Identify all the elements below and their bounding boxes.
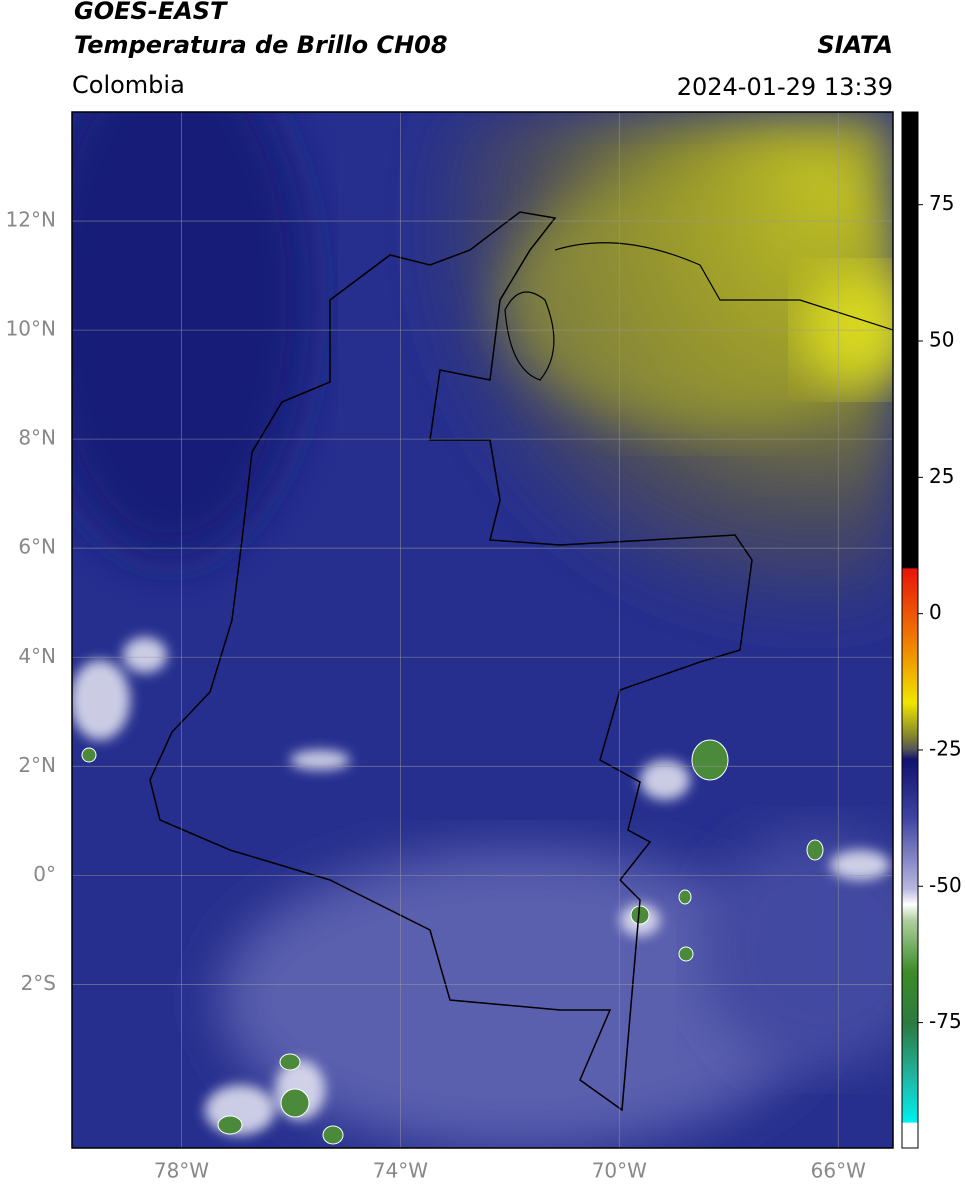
datetime: 2024-01-29 13:39 xyxy=(677,73,893,101)
colorbar-tick-label: -75 xyxy=(929,1009,962,1033)
colorbar-tick-label: -25 xyxy=(929,736,962,760)
lat-tick-label: 4°N xyxy=(18,644,56,668)
lon-tick-label: 78°W xyxy=(154,1159,209,1183)
lake-outline xyxy=(504,291,555,381)
colorbar-tick-label: -50 xyxy=(929,873,962,897)
lat-tick-label: 12°N xyxy=(6,208,56,232)
colorbar xyxy=(901,111,919,1149)
satellite-image xyxy=(72,112,893,1148)
coastline xyxy=(554,242,893,331)
colorbar-tick-label: 0 xyxy=(929,600,942,624)
colorbar-tick-label: 75 xyxy=(929,191,954,215)
header: GOES-EAST Temperatura de Brillo CH08 Col… xyxy=(72,0,893,101)
lat-tick-label: 0° xyxy=(33,862,56,886)
country-border xyxy=(149,211,753,1112)
region: Colombia xyxy=(72,71,185,99)
lat-tick-label: 10°N xyxy=(6,317,56,341)
lat-tick-label: 2°S xyxy=(21,971,56,995)
lon-tick-label: 74°W xyxy=(373,1159,428,1183)
subtitle: Temperatura de Brillo CH08 xyxy=(74,31,448,59)
agency: SIATA xyxy=(817,31,893,59)
colorbar-tick-label: 50 xyxy=(929,328,954,352)
lon-tick-label: 70°W xyxy=(592,1159,647,1183)
lon-tick-label: 66°W xyxy=(811,1159,866,1183)
title: GOES-EAST xyxy=(74,0,228,25)
lat-tick-label: 6°N xyxy=(18,535,56,559)
lat-tick-label: 2°N xyxy=(18,753,56,777)
map-frame xyxy=(71,111,894,1149)
colorbar-tick-label: 25 xyxy=(929,464,954,488)
lat-tick-label: 8°N xyxy=(18,426,56,450)
